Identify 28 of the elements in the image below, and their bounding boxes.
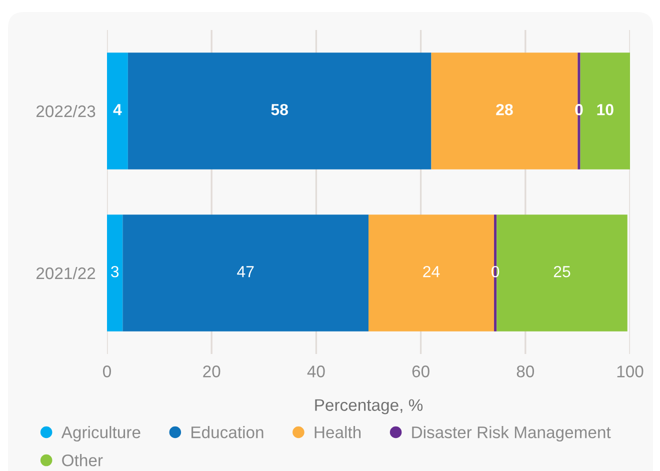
bar <box>107 214 123 332</box>
x-tick-label: 60 <box>412 366 430 378</box>
data-label: 0 <box>575 104 583 116</box>
bar <box>122 214 368 332</box>
x-tick-label: 0 <box>103 366 111 378</box>
bar <box>107 52 128 170</box>
legend-label: Agriculture <box>61 426 140 442</box>
y-tick-label: 2022/23 <box>36 104 96 118</box>
x-tick-label: 80 <box>516 366 534 378</box>
data-label: 0 <box>492 266 500 278</box>
x-tick-label: 40 <box>307 366 325 378</box>
data-label: 25 <box>554 266 570 278</box>
legend-label: Other <box>62 454 103 466</box>
data-label: 10 <box>597 104 614 116</box>
data-label: 47 <box>237 266 254 278</box>
legend-label: Education <box>192 426 264 438</box>
bar <box>128 52 432 170</box>
data-label: 24 <box>423 266 440 278</box>
data-label: 3 <box>111 266 119 278</box>
legend-label: Health <box>314 426 361 438</box>
data-label: 28 <box>496 104 513 116</box>
x-tick-label: 100 <box>617 366 644 378</box>
legend-label: Disaster Risk Management <box>412 426 611 442</box>
y-tick-label: 2021/22 <box>36 266 96 280</box>
data-label: 58 <box>271 104 288 116</box>
x-tick-label: 20 <box>203 366 220 378</box>
data-label: 4 <box>113 104 122 116</box>
x-axis-title: Percentage, % <box>315 399 423 414</box>
